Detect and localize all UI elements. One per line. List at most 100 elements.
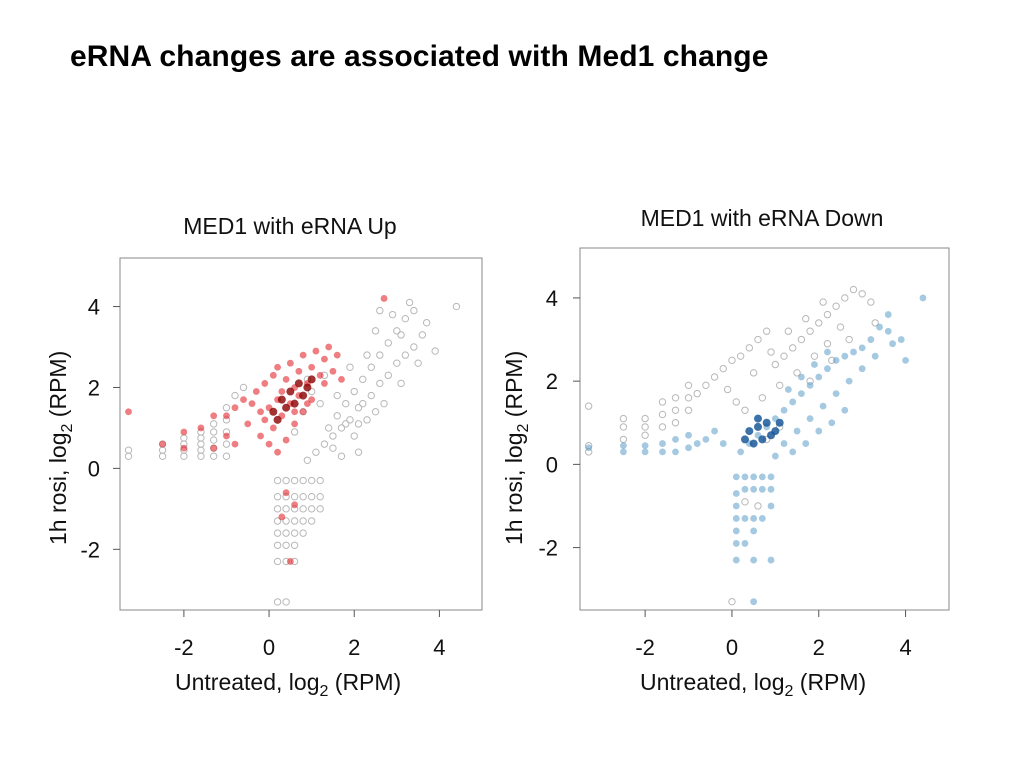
background-point (316, 505, 324, 513)
highlight-point (732, 490, 740, 497)
background-point (231, 391, 239, 400)
background-point (728, 356, 736, 365)
background-point (728, 597, 736, 606)
background-point (320, 440, 329, 448)
background-point (209, 452, 218, 460)
highlight-point (291, 501, 299, 509)
highlight-point (737, 448, 745, 456)
dense-core-point (307, 375, 316, 384)
plot-frame-down (579, 247, 950, 611)
highlight-point (303, 400, 311, 408)
highlight-point (308, 363, 316, 371)
background-point (180, 452, 188, 460)
highlight-point (815, 427, 823, 435)
background-point (758, 394, 767, 402)
highlight-point (295, 367, 303, 375)
background-point (749, 369, 758, 377)
background-point (124, 452, 133, 460)
ticks-down: -2 0 2 4 -2 0 2 4 (538, 286, 911, 660)
y-tick-label: -2 (80, 537, 100, 562)
y-tick-label: 0 (546, 452, 558, 477)
highlight-point (750, 485, 758, 493)
y-tick-label: 2 (88, 375, 100, 400)
highlight-point (641, 442, 649, 450)
highlight-point (620, 442, 627, 450)
highlight-point (210, 412, 218, 420)
background-point (307, 493, 316, 501)
background-point (303, 456, 312, 464)
highlight-point (767, 556, 775, 564)
background-point (723, 385, 732, 394)
highlight-point (889, 340, 896, 348)
x-tick-label: 0 (726, 635, 738, 660)
chart-panel-down: MED1 with eRNA Down -2 0 2 4 -2 0 2 4 Untreated… (501, 205, 950, 700)
highlight-point (299, 351, 307, 359)
highlight-point (291, 408, 299, 416)
highlight-point (867, 336, 875, 343)
highlight-point (265, 440, 273, 448)
points-up (124, 295, 461, 606)
highlight-point (252, 388, 260, 395)
background-point (363, 351, 371, 359)
background-point (222, 440, 231, 448)
x-axis-label-up: Untreated, log2 (RPM) (175, 669, 401, 700)
background-point (775, 381, 784, 390)
highlight-point (780, 440, 788, 447)
x-tick-label: 2 (348, 635, 360, 660)
background-point (307, 517, 316, 525)
highlight-point (321, 355, 328, 363)
background-point (282, 517, 290, 525)
background-point (397, 379, 405, 388)
y-tick-label: 4 (88, 295, 100, 320)
background-point (401, 351, 410, 359)
background-point (832, 302, 840, 310)
highlight-point (798, 390, 805, 398)
background-point (797, 335, 806, 344)
background-point (329, 432, 337, 440)
background-point (158, 446, 167, 454)
background-point (273, 529, 282, 537)
highlight-point (858, 365, 866, 373)
highlight-point (244, 420, 252, 428)
background-point (273, 598, 282, 606)
highlight-point (685, 431, 692, 439)
background-point (658, 423, 667, 431)
highlight-point (197, 424, 205, 432)
background-point (823, 340, 832, 348)
background-point (367, 363, 375, 371)
background-point (641, 431, 649, 439)
highlight-point (329, 367, 337, 375)
background-point (780, 352, 788, 360)
highlight-point (672, 448, 679, 456)
highlight-point (261, 416, 269, 424)
background-point (376, 351, 384, 359)
highlight-point (282, 375, 290, 383)
background-point (316, 493, 324, 501)
background-point (329, 444, 337, 452)
dense-core-point (299, 391, 308, 400)
background-point (316, 399, 324, 408)
highlight-point (897, 336, 905, 343)
highlight-point (620, 448, 627, 456)
highlight-point (240, 396, 247, 404)
highlight-point (876, 323, 883, 331)
y-tick-label: 4 (546, 286, 558, 311)
background-point (418, 331, 427, 339)
highlight-point (850, 348, 857, 356)
background-point (784, 327, 793, 335)
highlight-point (758, 485, 766, 493)
dense-core-point (762, 418, 771, 427)
background-point (410, 343, 418, 351)
background-point (741, 498, 749, 506)
highlight-point (261, 380, 269, 387)
highlight-point (231, 440, 239, 448)
background-point (337, 424, 346, 432)
background-point (684, 394, 693, 402)
background-point (671, 394, 680, 402)
dense-core-point (775, 418, 784, 427)
background-point (819, 298, 827, 306)
highlight-point (784, 386, 792, 393)
highlight-point (274, 363, 281, 371)
background-point (671, 406, 680, 414)
highlight-point (732, 515, 740, 522)
